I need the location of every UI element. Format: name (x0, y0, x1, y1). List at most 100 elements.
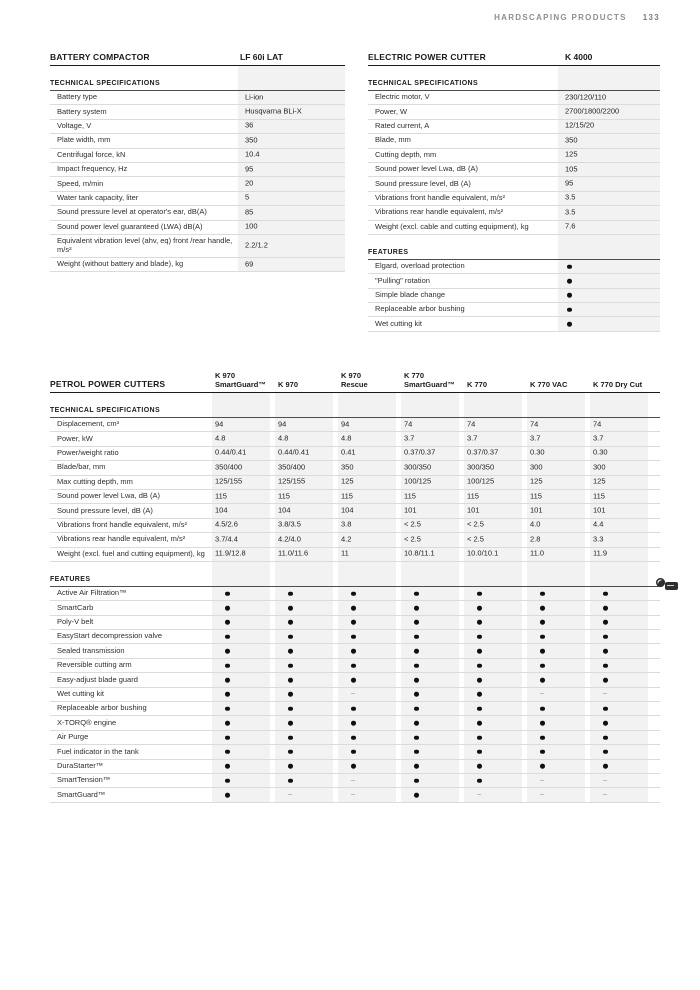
row-value: 3.7 (530, 433, 541, 443)
feature-dot-icon (414, 620, 419, 625)
row-value: 104 (215, 505, 228, 515)
row-label: Sound power level Lwa, dB (A) (57, 491, 160, 501)
feature-dot-icon (603, 720, 608, 726)
feature-label: X-TORQ® engine (57, 717, 117, 727)
feature-mark (603, 735, 608, 740)
feature-dot-icon (603, 620, 608, 625)
feature-dot-icon (414, 648, 419, 654)
feature-mark (603, 663, 608, 668)
feature-mark (351, 677, 356, 683)
feature-dot-icon (477, 663, 482, 668)
row-value: 3.7 (593, 433, 604, 443)
feature-dot-icon (477, 720, 482, 726)
feature-dash: – (351, 789, 356, 799)
feature-mark (351, 591, 356, 596)
spec-row: Sound power level Lwa, dB (A) 105 (368, 163, 660, 178)
feature-dot-icon (540, 735, 545, 740)
row-value: 0.37/0.37 (467, 448, 499, 458)
feature-dot-icon (414, 634, 419, 640)
feature-label: Elgard, overload protection (375, 261, 465, 271)
feature-label: SmartGuard™ (57, 789, 106, 799)
feature-dot-icon (288, 648, 293, 654)
feature-dot-icon (351, 591, 356, 596)
spec-row: Electric motor, V 230/120/110 (368, 91, 660, 106)
feature-dash: – (603, 775, 608, 785)
feature-dot-icon (477, 648, 482, 654)
row-value: 115 (467, 491, 479, 501)
feature-dot-icon (603, 663, 608, 668)
feature-dot-icon (225, 634, 230, 640)
feature-dot-icon (414, 749, 419, 755)
row-value: 125 (341, 476, 354, 486)
feature-row: Air Purge (50, 731, 660, 746)
feature-mark (288, 763, 293, 769)
row-value: 100/125 (404, 476, 432, 486)
feature-dot-icon (288, 620, 293, 625)
feature-dot-icon (351, 677, 356, 683)
feature-dot-icon (351, 749, 356, 755)
spec-row: Battery system Husqvarna BLi-X (50, 105, 345, 120)
row-value: 115 (593, 491, 605, 501)
spec-row: Blade/bar, mm 350/400 350/400 350 300/350 300… (50, 461, 660, 476)
feature-label: SmartCarb (57, 602, 94, 612)
feature-mark (414, 792, 419, 798)
feature-mark (225, 763, 230, 769)
feature-row: Wet cutting kit (368, 317, 660, 332)
row-label: Speed, m/min (57, 178, 104, 188)
feature-dot-icon (225, 792, 230, 798)
feature-mark (288, 706, 293, 712)
column-header-line: K 970 (341, 371, 362, 380)
feature-label: Wet cutting kit (57, 688, 104, 698)
spec-row: Centrifugal force, kN 10.4 (50, 149, 345, 163)
feature-mark (414, 720, 419, 726)
feature-label: Reversible cutting arm (57, 660, 132, 670)
feature-label: SmartTension™ (57, 775, 111, 785)
feature-dot-icon (540, 591, 545, 596)
column-header-line: K 970 (278, 380, 299, 389)
row-value: 0.30 (593, 448, 608, 458)
feature-mark (540, 634, 545, 640)
feature-mark (540, 605, 545, 611)
feature-dot-icon (351, 605, 356, 611)
row-label: Weight (excl. cable and cutting equipmen… (375, 221, 529, 231)
feature-dot-icon (351, 763, 356, 769)
feature-row: Fuel indicator in the tank (50, 745, 660, 760)
feature-label: Simple blade change (375, 289, 446, 299)
feature-mark (225, 692, 230, 697)
feature-dot-icon (567, 321, 572, 327)
spec-row: Power, W 2700/1800/2200 (368, 105, 660, 120)
spec-row: Power/weight ratio 0.44/0.41 0.44/0.41 0.41… (50, 447, 660, 462)
feature-label: Sealed transmission (57, 645, 125, 655)
feature-dot-icon (477, 591, 482, 596)
feature-dot-icon (540, 620, 545, 625)
feature-dot-icon (540, 706, 545, 712)
row-value: 115 (341, 491, 353, 501)
feature-label: DuraStarter™ (57, 760, 104, 770)
column-band (558, 65, 660, 332)
feature-mark (567, 264, 572, 269)
spec-row: Displacement, cm³ 94 94 94 74 74 74 74 (50, 418, 660, 433)
feature-mark (225, 720, 230, 726)
row-value: 95 (565, 178, 574, 188)
feature-dot-icon (414, 591, 419, 596)
feature-mark (414, 677, 419, 683)
row-label: Battery system (57, 106, 107, 116)
feature-dot-icon (414, 677, 419, 683)
feature-dash: – (603, 789, 608, 799)
feature-row: Reversible cutting arm (50, 659, 660, 674)
column-header-line: K 770 VAC (530, 380, 568, 389)
feature-dot-icon (225, 749, 230, 755)
feature-dot-icon (477, 605, 482, 611)
feature-mark (477, 706, 482, 712)
feature-dot-icon (225, 620, 230, 625)
feature-dot-icon (225, 663, 230, 668)
row-value: 300/350 (404, 462, 432, 472)
feature-mark (477, 605, 482, 611)
feature-dot-icon (414, 706, 419, 712)
spec-row: Max cutting depth, mm 125/155 125/155 125 10… (50, 476, 660, 490)
row-value: 125/155 (278, 476, 306, 486)
feature-dot-icon (414, 692, 419, 697)
feature-mark (414, 778, 419, 783)
row-value: < 2.5 (404, 534, 421, 544)
feature-mark (225, 778, 230, 783)
